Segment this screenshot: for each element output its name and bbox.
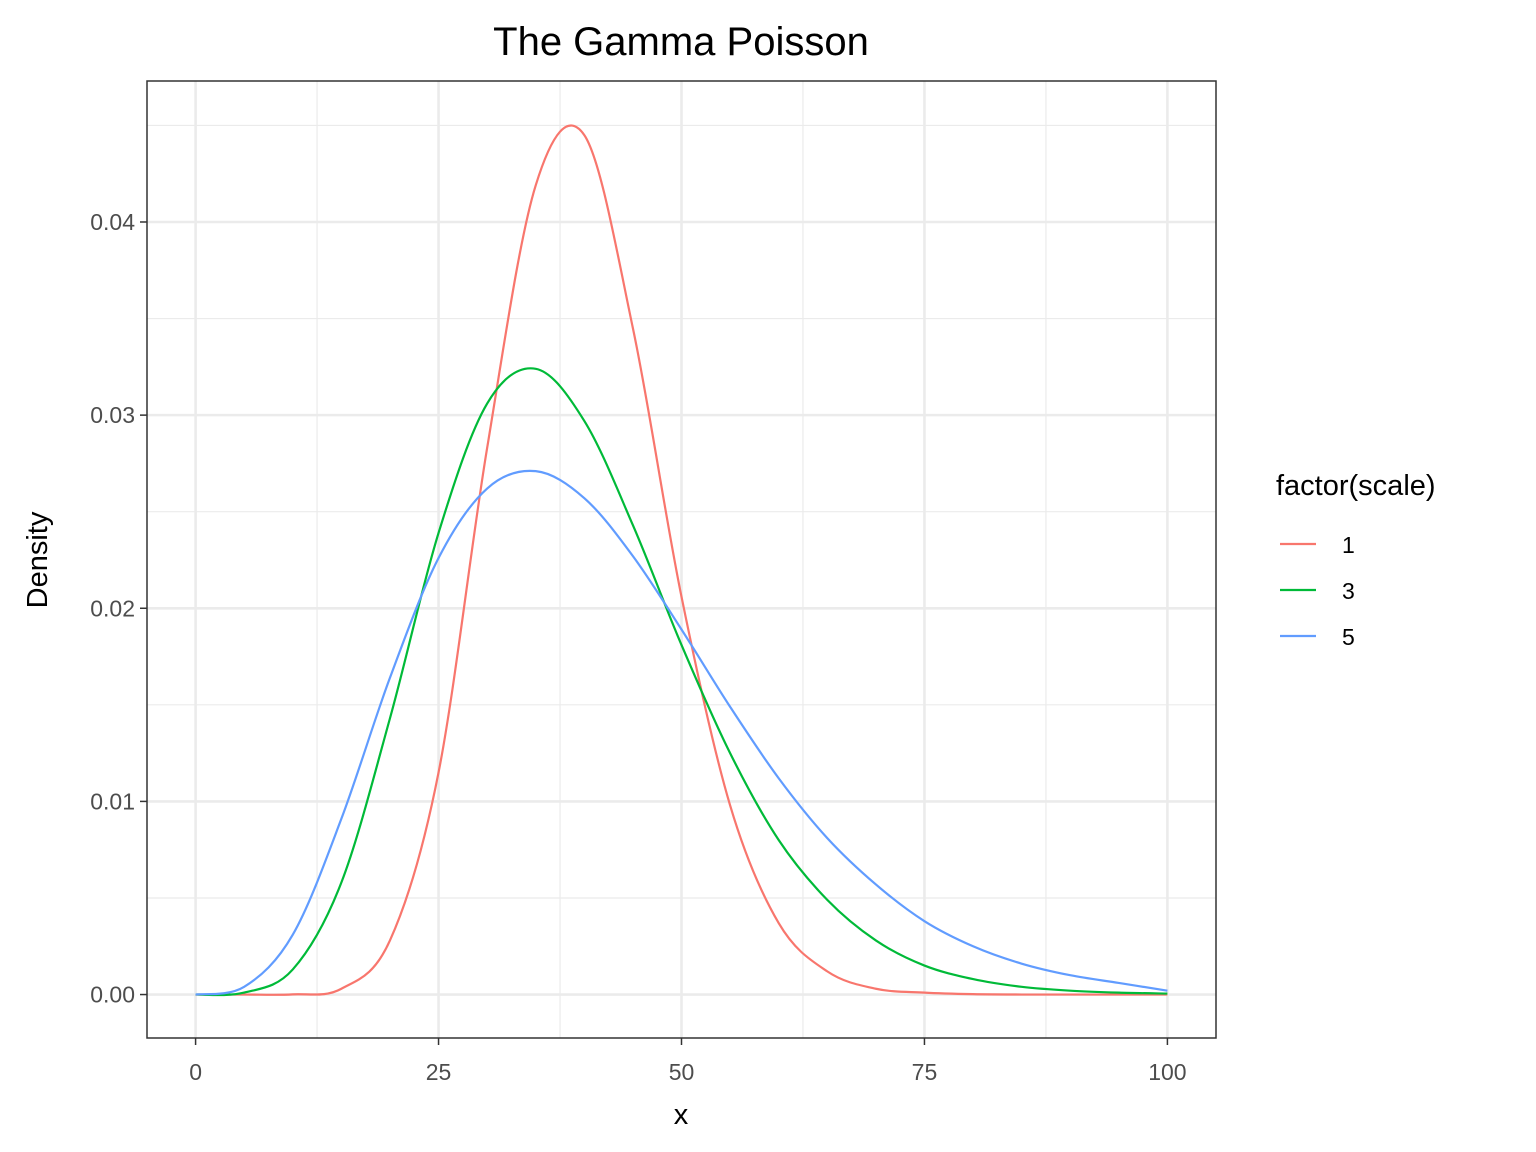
y-axis-title: Density: [22, 511, 54, 608]
series-line-3: [195, 367, 1168, 997]
y-axis: 0.00 0.01 0.02 0.03 0.04: [90, 209, 147, 1008]
legend-title: factor(scale): [1276, 470, 1436, 502]
series-line-1: [195, 124, 1168, 996]
x-tick-label: 25: [426, 1059, 452, 1085]
x-axis-title: x: [674, 1099, 689, 1131]
x-tick-label: 50: [669, 1059, 695, 1085]
legend-label-5: 5: [1342, 624, 1355, 650]
x-tick-label: 100: [1148, 1059, 1186, 1085]
legend: factor(scale) 1 3 5: [1276, 470, 1436, 650]
y-tick-label: 0.01: [90, 788, 135, 814]
x-tick-label: 75: [912, 1059, 938, 1085]
x-tick-label: 0: [189, 1059, 202, 1085]
y-tick-label: 0.02: [90, 595, 135, 621]
y-tick-label: 0.04: [90, 209, 135, 235]
chart-title: The Gamma Poisson: [493, 20, 869, 64]
y-tick-label: 0.03: [90, 402, 135, 428]
legend-label-1: 1: [1342, 532, 1355, 558]
y-tick-label: 0.00: [90, 982, 135, 1008]
series-lines: [195, 124, 1168, 997]
x-axis: 0 25 50 75 100: [189, 1038, 1187, 1085]
series-line-5: [195, 469, 1168, 996]
legend-label-3: 3: [1342, 578, 1355, 604]
